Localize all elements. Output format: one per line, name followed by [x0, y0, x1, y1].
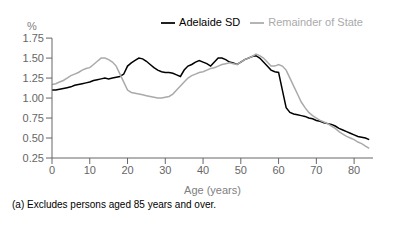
html-text:Adelaide SD: Adelaide SD — [179, 16, 241, 28]
svg-text:0.25: 0.25 — [23, 152, 44, 164]
svg-text:70: 70 — [310, 164, 322, 176]
svg-text:1.25: 1.25 — [23, 72, 44, 84]
svg-text:1.50: 1.50 — [23, 52, 44, 64]
svg-text:20: 20 — [121, 164, 133, 176]
svg-text:1.75: 1.75 — [23, 32, 44, 44]
html-text:Remainder of State: Remainder of State — [268, 16, 363, 28]
html-text:(a) Excludes persons aged 85 y: (a) Excludes persons aged 85 years and o… — [12, 199, 216, 210]
svg-text:80: 80 — [348, 164, 360, 176]
svg-text:1.00: 1.00 — [23, 92, 44, 104]
svg-text:30: 30 — [159, 164, 171, 176]
svg-text:0.75: 0.75 — [23, 112, 44, 124]
svg-text:50: 50 — [235, 164, 247, 176]
svg-text:40: 40 — [197, 164, 209, 176]
svg-text:0.50: 0.50 — [23, 132, 44, 144]
svg-text:10: 10 — [84, 164, 96, 176]
svg-text:%: % — [27, 20, 37, 32]
svg-text:0: 0 — [49, 164, 55, 176]
svg-text:Age (years): Age (years) — [184, 184, 241, 196]
svg-text:60: 60 — [272, 164, 284, 176]
